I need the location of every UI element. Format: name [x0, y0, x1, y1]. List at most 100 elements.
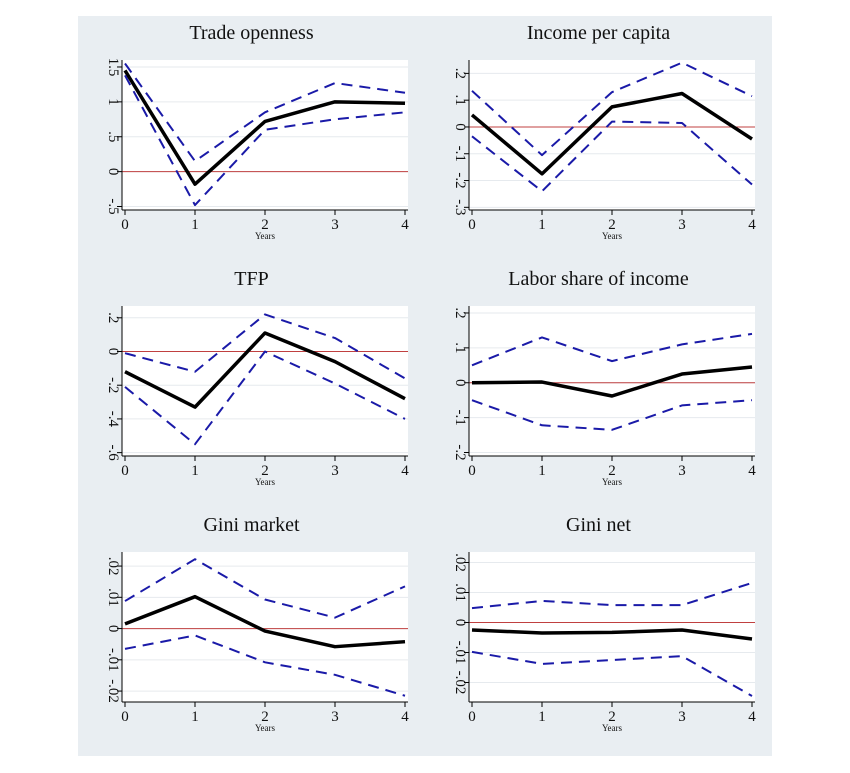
y-tick-label: .01: [452, 583, 468, 602]
y-tick-label: .1: [452, 95, 468, 106]
panel-chart: -.02 -.01 0 .01 .02 0 1 2 3 4 Years: [452, 552, 756, 733]
y-tick-label: 0: [452, 379, 468, 387]
x-tick-label: 0: [121, 217, 129, 233]
panel-labor-share: Labor share of income -.2 -.1 0 .1 .2 0 1 2 3 4 Ye…: [425, 262, 772, 508]
panel-title: Trade openness: [189, 22, 314, 44]
y-tick-label: .2: [452, 307, 468, 318]
confidence-band-lower-line: [471, 120, 753, 193]
y-tick-label: .02: [105, 557, 121, 576]
estimate-line: [471, 628, 753, 641]
x-tick-label: 2: [608, 463, 616, 479]
x-tick-label: 2: [261, 463, 269, 479]
y-tick-label: -.4: [105, 411, 121, 428]
estimate-line: [124, 331, 406, 409]
panel-title: Income per capita: [526, 22, 671, 44]
x-tick-label: 0: [468, 217, 476, 233]
x-tick-label: 3: [678, 463, 686, 479]
y-tick-label: 0: [452, 619, 468, 627]
confidence-band-lower-line: [124, 74, 406, 207]
panel-chart: -.6 -.4 -.2 0 .2 0 1 2 3 4 Years: [105, 306, 409, 487]
x-tick-label: 3: [678, 709, 686, 725]
confidence-band-lower-line: [471, 650, 753, 697]
y-tick-label: -.1: [452, 146, 468, 162]
estimate-line: [123, 69, 406, 186]
confidence-band-upper-line: [471, 61, 753, 157]
x-tick-label: 4: [748, 463, 756, 479]
confidence-band-upper-line: [124, 558, 406, 619]
plot-area: [122, 552, 408, 702]
y-tick-label: -.02: [452, 671, 468, 695]
x-tick-label: 1: [191, 217, 199, 233]
x-tick-label: 1: [538, 709, 546, 725]
y-tick-label: .5: [105, 131, 121, 142]
y-tick-label: .1: [452, 342, 468, 353]
y-tick-label: .02: [452, 553, 468, 572]
confidence-band-lower-line: [124, 634, 406, 697]
estimate-line: [471, 365, 753, 398]
x-tick-label: 1: [538, 463, 546, 479]
x-tick-label: 1: [538, 217, 546, 233]
x-axis-label: Years: [602, 231, 623, 241]
x-axis-label: Years: [255, 477, 276, 487]
confidence-band-upper-line: [124, 313, 406, 380]
panel-tfp: TFP -.6 -.4 -.2 0 .2 0 1 2 3 4 Years: [78, 262, 425, 508]
y-tick-label: 0: [105, 168, 121, 176]
y-tick-label: -.01: [105, 648, 121, 672]
x-tick-label: 0: [468, 463, 476, 479]
panel-trade-openness: Trade openness -.5 0.5 1 1.5 0 1 2 3 4 Years: [78, 16, 425, 262]
estimate-line: [124, 594, 406, 649]
x-tick-label: 0: [468, 709, 476, 725]
x-tick-label: 2: [261, 709, 269, 725]
confidence-band-upper-line: [124, 62, 406, 163]
x-axis-label: Years: [602, 723, 623, 733]
panel-title: Labor share of income: [508, 268, 689, 290]
panel-title: Gini net: [566, 514, 631, 536]
y-tick-label: .01: [105, 588, 121, 607]
confidence-band-lower-line: [124, 350, 406, 446]
y-tick-label: -.1: [452, 410, 468, 426]
x-axis-label: Years: [602, 477, 623, 487]
y-tick-label: 1: [105, 98, 121, 106]
x-tick-label: 4: [748, 217, 756, 233]
plot-area: [469, 60, 755, 210]
panel-title: Gini market: [203, 514, 300, 536]
y-tick-label: -.6: [105, 445, 121, 462]
x-tick-label: 4: [401, 217, 409, 233]
x-tick-label: 4: [401, 463, 409, 479]
y-tick-label: 0: [452, 123, 468, 131]
y-tick-label: -.02: [105, 679, 121, 703]
x-tick-label: 4: [401, 709, 409, 725]
panel-income-per-capita: Income per capita -.3 -.2 -.1 0 .1 .2 0 1 2 3 4 Yea…: [425, 16, 772, 262]
plot-area: [469, 552, 755, 702]
y-tick-label: -.2: [105, 377, 121, 393]
estimate-line: [470, 91, 753, 176]
y-tick-label: .2: [105, 312, 121, 323]
x-axis-label: Years: [255, 231, 276, 241]
x-tick-label: 1: [191, 709, 199, 725]
x-tick-label: 0: [121, 709, 129, 725]
plot-area: [122, 60, 408, 210]
panel-chart: -.3 -.2 -.1 0 .1 .2 0 1 2 3 4 Years: [452, 60, 756, 241]
x-axis-label: Years: [255, 723, 276, 733]
x-tick-label: 2: [261, 217, 269, 233]
x-tick-label: 2: [608, 217, 616, 233]
y-tick-label: 0: [105, 348, 121, 356]
y-tick-label: -.2: [452, 172, 468, 188]
confidence-band-lower-line: [471, 399, 753, 431]
x-tick-label: 1: [191, 463, 199, 479]
panel-gini-net: Gini net -.02 -.01 0 .01 .02 0 1 2 3 4 Years: [425, 508, 772, 754]
panel-chart: -.2 -.1 0 .1 .2 0 1 2 3 4 Years: [452, 306, 756, 487]
y-tick-label: -.2: [452, 444, 468, 460]
x-tick-label: 3: [678, 217, 686, 233]
y-tick-label: -.3: [452, 199, 468, 215]
x-tick-label: 3: [331, 709, 339, 725]
confidence-band-upper-line: [471, 332, 753, 367]
panel-gini-market: Gini market -.02 -.01 0 .01 .02 0 1 2 3 4 Years: [78, 508, 425, 754]
x-tick-label: 3: [331, 463, 339, 479]
panel-title: TFP: [234, 268, 269, 290]
y-tick-label: -.5: [105, 198, 121, 214]
x-tick-label: 3: [331, 217, 339, 233]
y-tick-label: 0: [105, 625, 121, 633]
x-tick-label: 2: [608, 709, 616, 725]
